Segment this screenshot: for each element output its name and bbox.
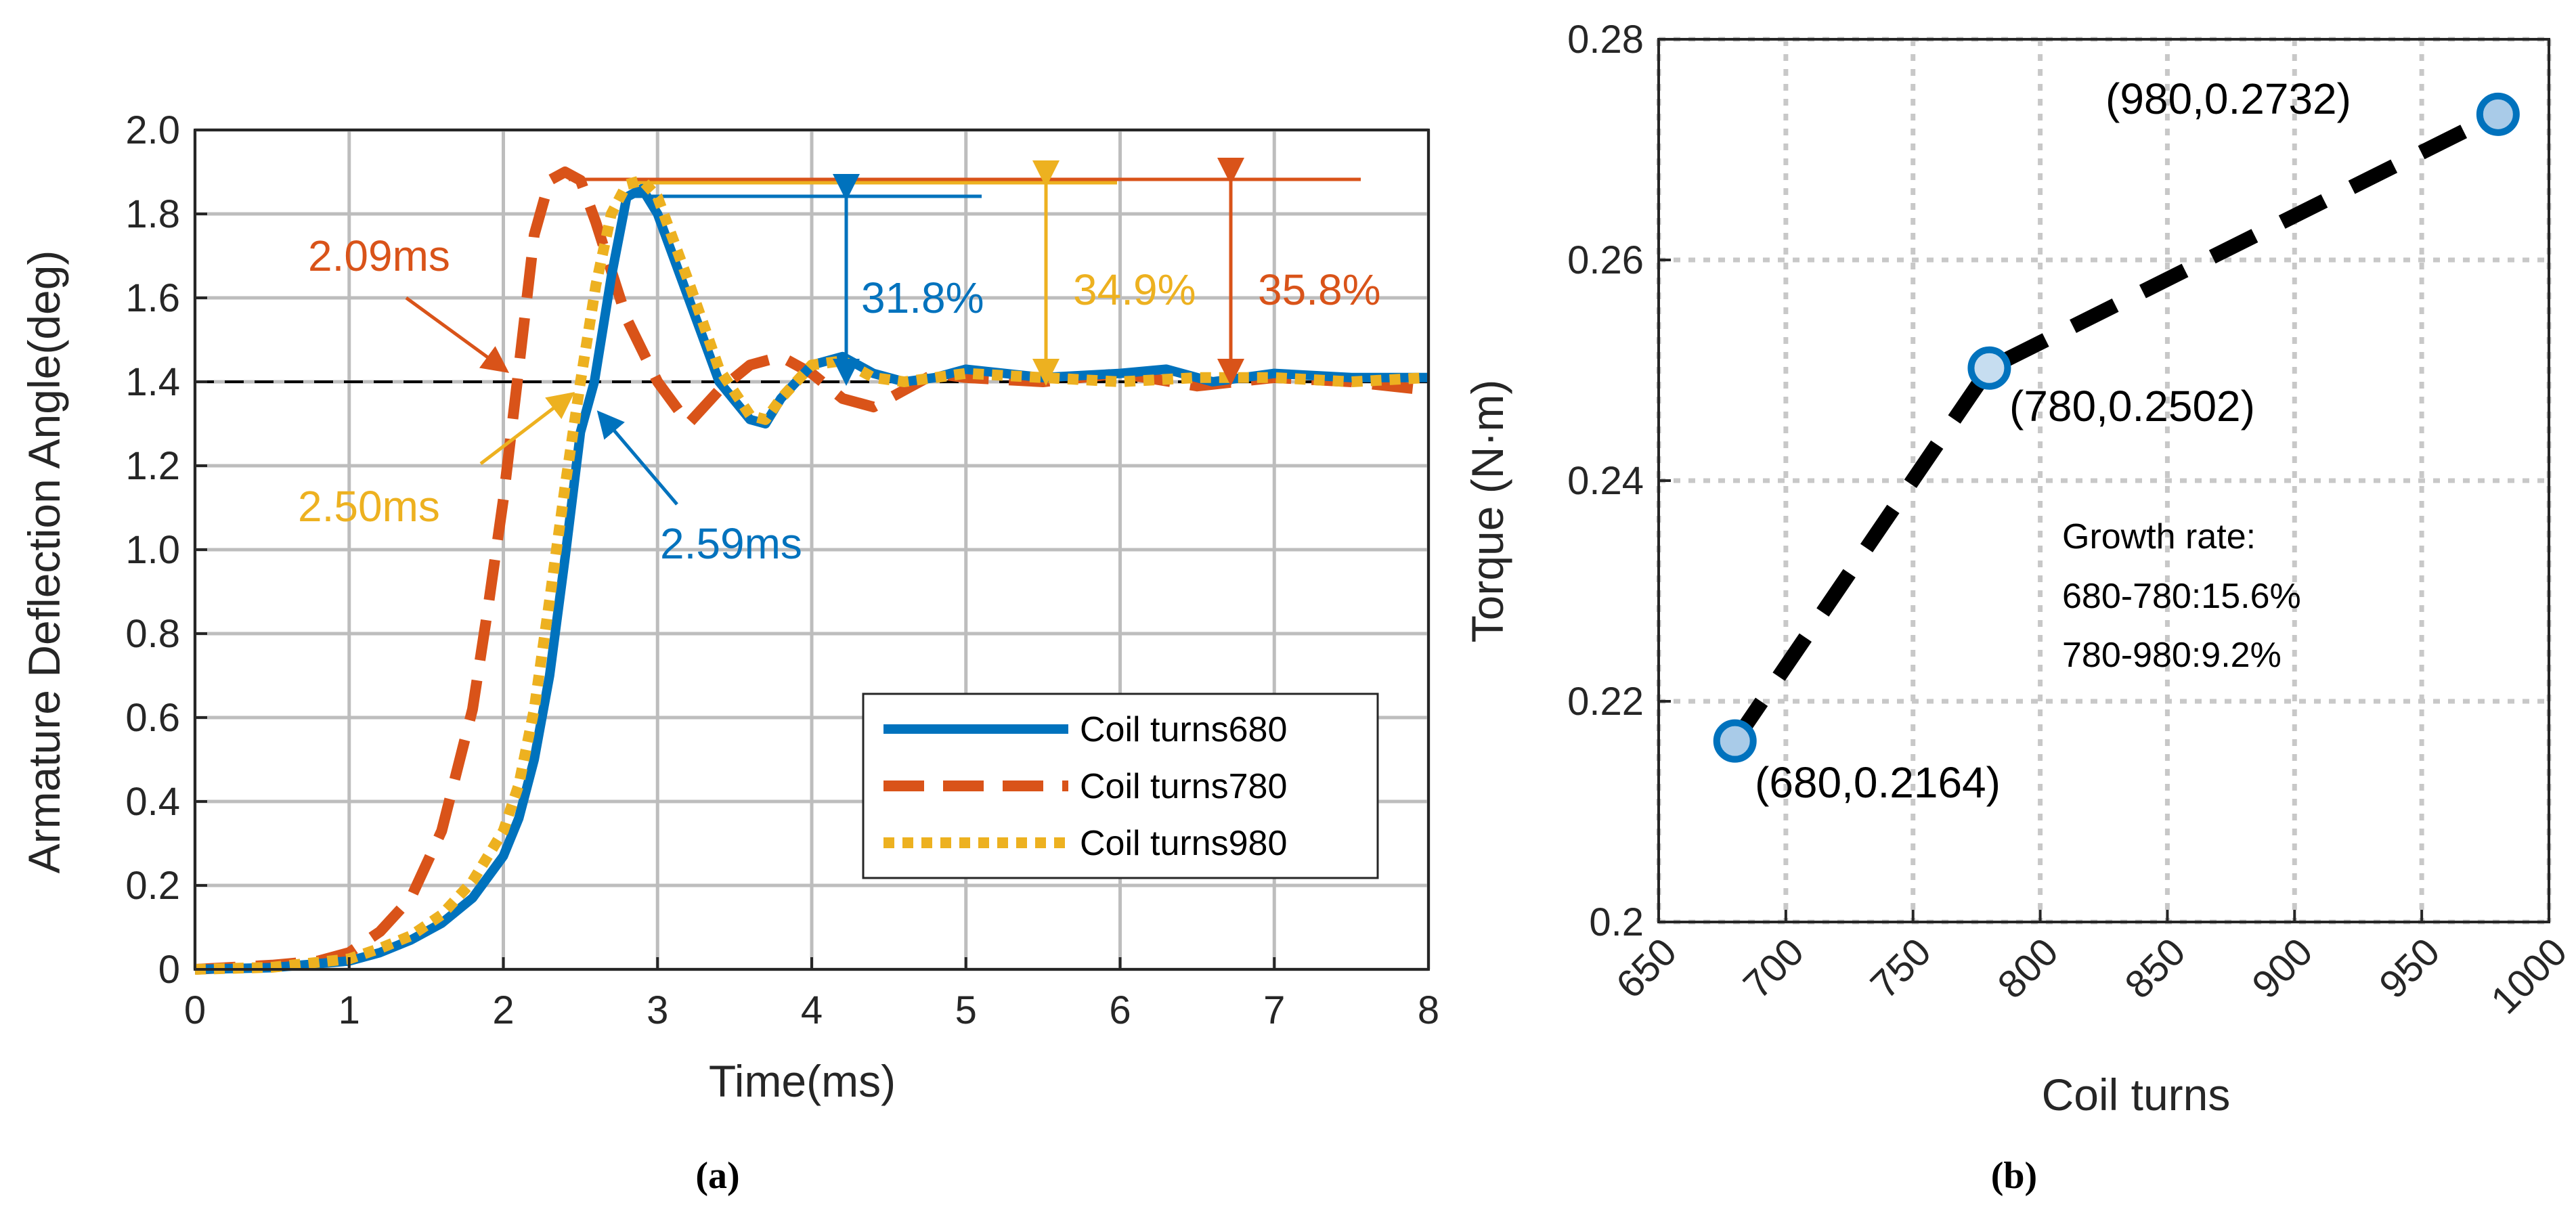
legend-label-680: Coil turns680 [1080, 710, 1287, 749]
x-tick-label: 0 [184, 988, 206, 1032]
x-tick-label: 2 [492, 988, 514, 1032]
overshoot-980: 34.9% [1073, 265, 1196, 314]
y-tick-label: 1.0 [125, 528, 180, 572]
caption-a: (a) [695, 1155, 739, 1197]
torque-point-680 [1713, 719, 1757, 763]
y-tick-label: 1.8 [125, 192, 180, 236]
point-label-980: (980,0.2732) [2105, 74, 2351, 123]
x-tick-label: 4 [801, 988, 823, 1032]
series-line-coil-turns780 [194, 167, 1429, 975]
panel-b: 650 700 750 800 850 900 950 10000.20.220.240.26… [1462, 18, 2575, 1197]
x-tick-label: 1000 [2483, 929, 2575, 1022]
x-tick-label: 8 [1418, 988, 1439, 1032]
y-tick-label: 0.22 [1567, 680, 1644, 724]
rise-time-680: 2.59ms [660, 519, 802, 568]
y-tick-label: 0.26 [1567, 238, 1644, 282]
y-tick-label: 1.4 [125, 360, 180, 404]
x-axis-label-a: Time(ms) [709, 1056, 896, 1106]
rise-time-980: 2.50ms [298, 482, 440, 531]
growth-rate-680-780: 680-780:15.6% [2062, 577, 2301, 616]
y-tick-label: 0.6 [125, 696, 180, 740]
x-tick-label: 7 [1263, 988, 1285, 1032]
y-tick-label: 1.2 [125, 444, 180, 488]
caption-b: (b) [1991, 1155, 2037, 1197]
y-tick-label: 0.2 [125, 864, 180, 908]
x-tick-label: 900 [2244, 929, 2321, 1007]
y-tick-label: 0.28 [1567, 18, 1644, 62]
growth-rate-title: Growth rate: [2062, 517, 2256, 556]
y-tick-label: 1.6 [125, 276, 180, 320]
rise-arrow-780 [405, 296, 510, 373]
x-tick-label: 5 [955, 988, 977, 1032]
x-tick-label: 3 [647, 988, 668, 1032]
y-tick-label: 0.24 [1567, 459, 1644, 503]
x-tick-label: 1 [339, 988, 360, 1032]
legend-label-780: Coil turns780 [1080, 767, 1287, 806]
y-tick-label: 0.4 [125, 780, 180, 824]
overshoot-780: 35.8% [1258, 265, 1380, 314]
y-axis-label-a: Armature Deflection Angle(deg) [19, 250, 69, 874]
series-line-coil-turns980 [194, 175, 1429, 975]
x-tick-label: 800 [1989, 929, 2066, 1007]
y-tick-label: 2.0 [125, 108, 180, 152]
rise-arrow-980 [479, 391, 575, 465]
x-tick-label: 6 [1109, 988, 1131, 1032]
rise-time-780: 2.09ms [308, 232, 450, 280]
panel-a: 2.09ms 2.50ms 2.59ms 31.8% 34.9% 35.8% C… [19, 108, 1439, 1197]
ticks-a: 0 1 2 3 4 5 6 7 8 0 0.2 0.4 0.6 0.8 1.0 1.2 1.4 1.6 1.8 2.0 [125, 108, 1439, 1032]
x-tick-label: 950 [2371, 929, 2448, 1007]
torque-point-980 [2476, 92, 2520, 136]
y-axis-label-b: Torque (N·m) [1462, 380, 1512, 643]
point-label-680: (680,0.2164) [1755, 758, 2001, 807]
x-axis-label-b: Coil turns [2042, 1070, 2231, 1120]
x-tick-label: 750 [1862, 929, 1940, 1007]
point-label-780: (780,0.2502) [2009, 382, 2255, 431]
growth-rate-780-980: 780-980:9.2% [2062, 636, 2282, 675]
y-tick-label: 0 [158, 948, 180, 992]
y-tick-label: 0.2 [1589, 900, 1644, 944]
axes-frame-a [194, 129, 1430, 971]
x-tick-label: 700 [1735, 929, 1812, 1007]
torque-point-780 [1967, 346, 2011, 390]
x-tick-label: 850 [2116, 929, 2193, 1007]
legend-label-980: Coil turns980 [1080, 824, 1287, 863]
legend-a: Coil turns680 Coil turns780 Coil turns98… [862, 693, 1379, 879]
y-tick-label: 0.8 [125, 612, 180, 656]
overshoot-680: 31.8% [861, 273, 984, 322]
axes-frame-b [1657, 38, 2550, 923]
rise-arrow-680 [596, 410, 678, 506]
series-b [1713, 92, 2520, 763]
